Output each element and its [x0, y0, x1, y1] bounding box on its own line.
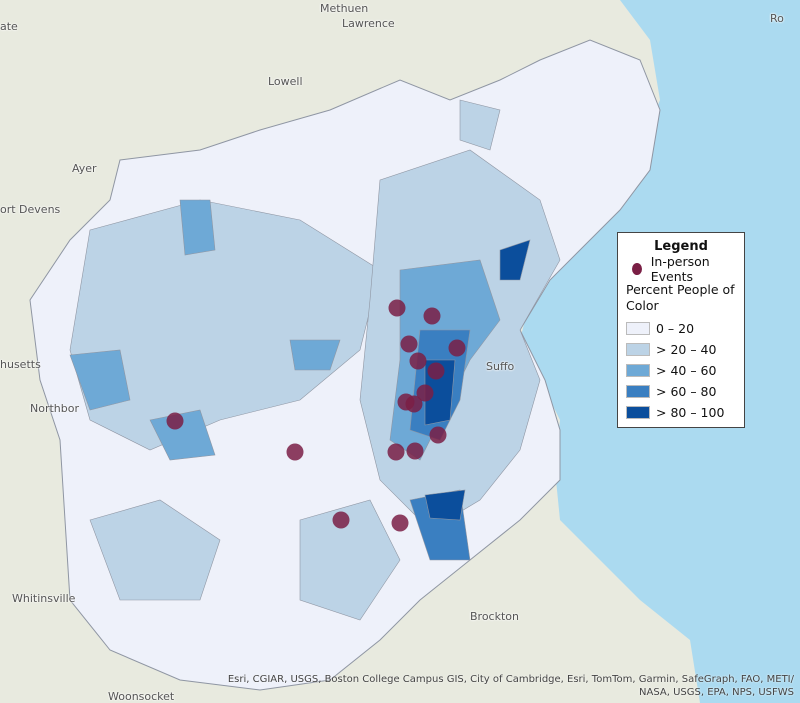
- event-marker[interactable]: [429, 426, 447, 444]
- place-label-state: ate: [0, 20, 18, 33]
- event-marker[interactable]: [400, 335, 418, 353]
- place-label-woonsocket: Woonsocket: [108, 690, 175, 703]
- place-label-fort-devens: ort Devens: [0, 203, 61, 216]
- event-marker[interactable]: [391, 514, 409, 532]
- event-marker[interactable]: [387, 443, 405, 461]
- event-marker[interactable]: [332, 511, 350, 529]
- attribution-line: Esri, CGIAR, USGS, Boston College Campus…: [227, 674, 794, 685]
- event-markers: [166, 299, 466, 532]
- legend-swatch: [626, 364, 650, 377]
- event-marker[interactable]: [405, 395, 423, 413]
- legend-swatch: [626, 406, 650, 419]
- place-label-lawrence: Lawrence: [342, 17, 395, 30]
- legend-item-class: > 20 – 40: [626, 339, 736, 360]
- legend-item-class: > 80 – 100: [626, 402, 736, 423]
- legend-swatch: [626, 385, 650, 398]
- event-marker[interactable]: [416, 384, 434, 402]
- legend-item-class: > 60 – 80: [626, 381, 736, 402]
- event-marker[interactable]: [427, 362, 445, 380]
- legend-layer-title: Percent People of Color: [626, 282, 735, 313]
- place-label-northborough: Northbor: [30, 402, 80, 415]
- place-label-lowell: Lowell: [268, 75, 303, 88]
- event-marker[interactable]: [423, 307, 441, 325]
- event-marker[interactable]: [388, 299, 406, 317]
- legend-label: In-person Events: [650, 253, 710, 284]
- legend-panel: Legend In-person Events Percent People o…: [617, 232, 745, 428]
- event-marker[interactable]: [448, 339, 466, 357]
- place-label-suffolk: Suffo: [486, 360, 515, 373]
- legend-title: Legend: [654, 239, 708, 254]
- event-marker[interactable]: [406, 442, 424, 460]
- event-marker[interactable]: [166, 412, 184, 430]
- place-label-whitinsville: Whitinsville: [12, 592, 76, 605]
- place-label-massachusetts: husetts: [0, 358, 41, 371]
- legend-label: > 80 – 100: [656, 405, 725, 420]
- attribution-line: NASA, USGS, EPA, NPS, USFWS: [639, 687, 794, 698]
- attribution: Esri, CGIAR, USGS, Boston College Campus…: [228, 673, 794, 699]
- legend-item-class: > 40 – 60: [626, 360, 736, 381]
- legend-label: 0 – 20: [656, 321, 695, 336]
- event-marker[interactable]: [409, 352, 427, 370]
- legend-swatch: [626, 322, 650, 335]
- place-label-ayer: Ayer: [72, 162, 97, 175]
- place-label-brockton: Brockton: [470, 610, 519, 623]
- place-label-ro: Ro: [770, 12, 784, 25]
- place-label-methuen: Methuen: [320, 2, 369, 15]
- legend-swatch: [626, 343, 650, 356]
- legend-label: > 40 – 60: [656, 363, 717, 378]
- legend-item-class: 0 – 20: [626, 318, 736, 339]
- legend-label: > 60 – 80: [656, 384, 717, 399]
- event-marker-icon: [632, 262, 642, 275]
- legend-item-events: In-person Events: [626, 254, 736, 284]
- legend-label: > 20 – 40: [656, 342, 717, 357]
- tract-fills: [69, 99, 561, 621]
- event-marker[interactable]: [286, 443, 304, 461]
